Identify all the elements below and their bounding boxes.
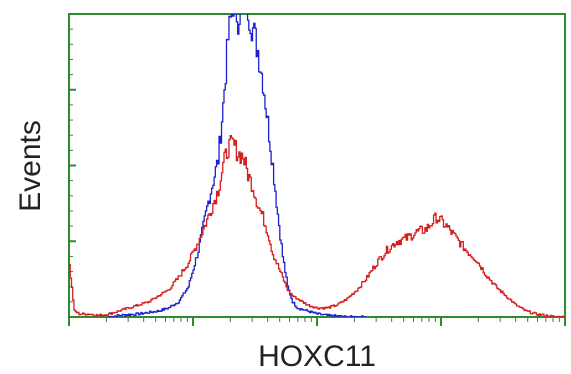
x-axis-ticks: [68, 317, 566, 326]
x-axis-title: HOXC11: [258, 340, 376, 373]
y-axis-ticks: [69, 13, 76, 303]
y-axis-title: Events: [14, 120, 47, 212]
series-line-2: [69, 134, 565, 317]
series-layer: [69, 14, 565, 317]
series-line-1: [108, 14, 367, 317]
plot-frame: [68, 13, 566, 318]
